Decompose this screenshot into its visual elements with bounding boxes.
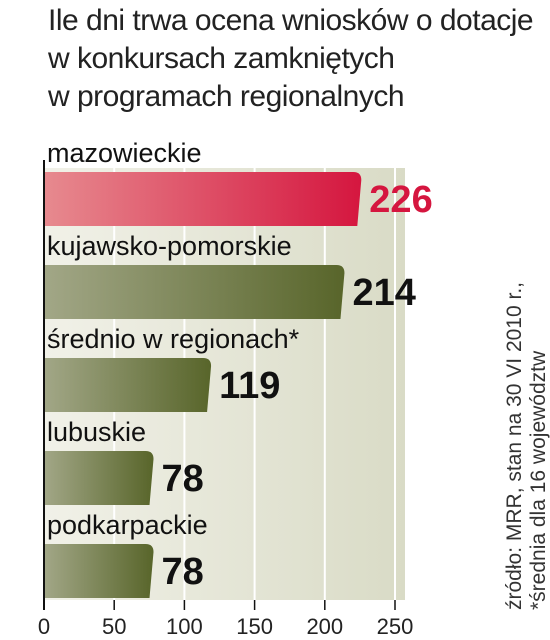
- category-label-0: mazowieckie: [47, 138, 202, 168]
- x-axis: 0 50 100 150 200 250: [38, 600, 413, 639]
- x-tick-label-100: 100: [166, 614, 203, 639]
- category-label-2: średnio w regionach*: [47, 324, 300, 354]
- bar-4: [44, 544, 154, 598]
- bar-0: [44, 172, 362, 226]
- x-tick-label-250: 250: [377, 614, 414, 639]
- category-label-3: lubuskie: [47, 417, 146, 447]
- x-tick-label-0: 0: [38, 614, 50, 639]
- bar-1: [44, 265, 345, 319]
- title-line-1: Ile dni trwa ocena wniosków o dotacje: [48, 4, 534, 37]
- value-label-2: 119: [219, 365, 280, 407]
- source-line-1: źródło: MRR, stan na 30 VI 2010 r.,: [503, 281, 526, 610]
- value-label-4: 78: [162, 551, 204, 593]
- chart-title: Ile dni trwa ocena wniosków o dotacje w …: [48, 2, 548, 116]
- x-tick-label-200: 200: [306, 614, 343, 639]
- x-tick-label-150: 150: [236, 614, 273, 639]
- category-label-4: podkarpackie: [47, 510, 208, 540]
- value-label-1: 214: [352, 272, 415, 314]
- value-label-0: 226: [369, 179, 432, 221]
- bar-3: [44, 451, 154, 505]
- bar-2: [44, 358, 212, 412]
- source-line-2: *średnia dla 16 województw: [527, 350, 550, 610]
- bars: mazowieckie 226 kujawsko-pomorskie 214 średn…: [44, 138, 433, 598]
- title-line-2: w konkursach zamkniętych: [48, 42, 395, 75]
- x-tick-label-50: 50: [102, 614, 126, 639]
- title-line-3: w programach regionalnych: [48, 80, 405, 113]
- category-label-1: kujawsko-pomorskie: [47, 231, 292, 261]
- value-label-3: 78: [162, 458, 204, 500]
